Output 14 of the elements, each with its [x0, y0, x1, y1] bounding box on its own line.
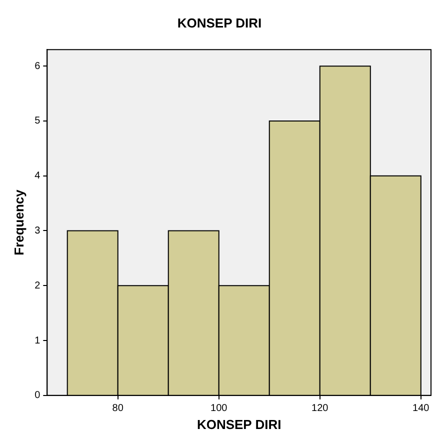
chart-title: KONSEP DIRI [177, 15, 262, 30]
x-tick-label: 100 [210, 403, 228, 414]
x-tick-label: 140 [412, 403, 430, 414]
y-axis-title: Frequency [11, 188, 26, 256]
y-tick-label: 0 [34, 390, 41, 402]
y-tick-label: 1 [34, 335, 41, 346]
y-tick-label: 5 [34, 116, 41, 127]
y-tick-label: 2 [34, 280, 41, 292]
x-axis-title: KONSEP DIRI [196, 416, 282, 432]
y-tick-label: 3 [34, 225, 41, 236]
x-tick-label: 80 [112, 403, 124, 414]
x-tick-label: 120 [312, 403, 329, 414]
y-tick-label: 4 [34, 170, 41, 182]
y-tick-label: 6 [34, 60, 41, 72]
